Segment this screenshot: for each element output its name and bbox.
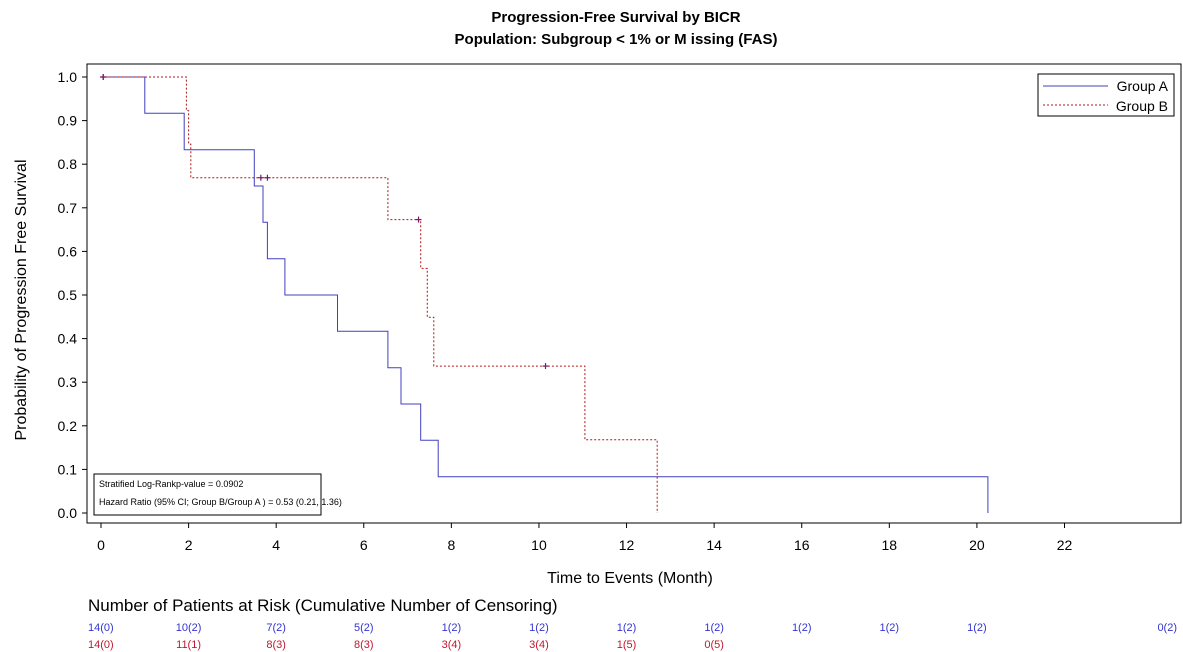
risk-cell: 0(5)	[704, 639, 724, 651]
risk-cell: 14(0)	[88, 639, 114, 651]
plot-frame	[86, 63, 1182, 524]
risk-cell: 1(2)	[880, 622, 900, 634]
y-tick-label: 0.0	[58, 505, 78, 521]
y-tick-label: 0.8	[58, 156, 78, 172]
x-tick-label: 20	[969, 537, 985, 553]
x-tick-label: 18	[882, 537, 898, 553]
x-tick-label: 6	[360, 537, 368, 553]
risk-cell: 10(2)	[176, 622, 202, 634]
y-tick-label: 0.5	[58, 287, 78, 303]
legend-label-group-b: Group B	[1116, 98, 1168, 114]
y-tick-label: 0.1	[58, 461, 78, 477]
risk-cell: 0(2)	[1157, 622, 1177, 634]
risk-cell: 3(4)	[529, 639, 549, 651]
risk-cell: 14(0)	[88, 622, 114, 634]
chart-title: Progression-Free Survival by BICR	[491, 9, 740, 26]
risk-cell: 8(3)	[266, 639, 286, 651]
x-tick-label: 8	[447, 537, 455, 553]
censor-mark	[415, 216, 422, 223]
x-tick-label: 4	[272, 537, 280, 553]
censor-mark	[542, 363, 549, 370]
y-tick-label: 0.7	[58, 200, 78, 216]
stats-box-frame	[93, 473, 322, 516]
censor-mark	[257, 174, 264, 181]
legend-label-group-a: Group A	[1117, 78, 1169, 94]
y-tick-label: 1.0	[58, 69, 78, 85]
risk-table-title: Number of Patients at Risk (Cumulative N…	[88, 596, 558, 615]
censor-mark	[100, 74, 107, 80]
x-tick-label: 22	[1057, 537, 1073, 553]
risk-cell: 1(2)	[442, 622, 462, 634]
risk-table: 14(0) 10(2) 7(2) 5(2) 1(2) 1(2) 1(2) 1(2) 1(2) 1(…	[88, 622, 1177, 651]
x-tick-label: 2	[185, 537, 193, 553]
risk-cell: 1(2)	[704, 622, 724, 634]
chart-subtitle: Population: Subgroup < 1% or M issing (F…	[455, 31, 778, 48]
y-tick-label: 0.2	[58, 418, 78, 434]
series-line-group-b	[101, 76, 658, 513]
y-axis-ticks: 0.0 0.1 0.2 0.3 0.4 0.5 0.6 0.7 0.8 0.9 1.0	[58, 69, 87, 521]
censor-mark	[264, 174, 271, 181]
series-line-group-a	[101, 76, 989, 513]
x-tick-label: 0	[97, 537, 105, 553]
stats-hazard-ratio: Hazard Ratio (95% CI; Group B/Group A ) …	[99, 497, 342, 507]
series-layer	[100, 74, 989, 513]
risk-cell: 1(2)	[967, 622, 987, 634]
x-axis-label: Time to Events (Month)	[547, 570, 713, 587]
x-axis-ticks: 0 2 4 6 8 10 12 14 16 18 20 22	[97, 523, 1072, 553]
y-tick-label: 0.6	[58, 243, 78, 259]
risk-cell: 11(1)	[176, 639, 201, 651]
stats-box: Stratified Log-Rankp-value = 0.0902 Haza…	[93, 473, 342, 516]
risk-cell: 3(4)	[442, 639, 462, 651]
risk-cell: 8(3)	[354, 639, 374, 651]
risk-cell: 1(2)	[617, 622, 637, 634]
risk-cell: 1(5)	[617, 639, 637, 651]
x-tick-label: 16	[794, 537, 810, 553]
y-tick-label: 0.3	[58, 374, 78, 390]
y-axis-label: Probability of Progression Free Survival	[13, 159, 30, 440]
risk-cell: 5(2)	[354, 622, 374, 634]
y-tick-label: 0.4	[58, 331, 78, 347]
y-tick-label: 0.9	[58, 113, 78, 129]
risk-cell: 1(2)	[529, 622, 549, 634]
stats-pvalue: Stratified Log-Rankp-value = 0.0902	[99, 479, 243, 489]
legend: Group A Group B	[1037, 73, 1175, 117]
legend-box	[1037, 73, 1175, 117]
x-tick-label: 14	[706, 537, 722, 553]
risk-cell: 1(2)	[792, 622, 812, 634]
x-tick-label: 10	[531, 537, 547, 553]
risk-cell: 7(2)	[266, 622, 286, 634]
x-tick-label: 12	[619, 537, 635, 553]
